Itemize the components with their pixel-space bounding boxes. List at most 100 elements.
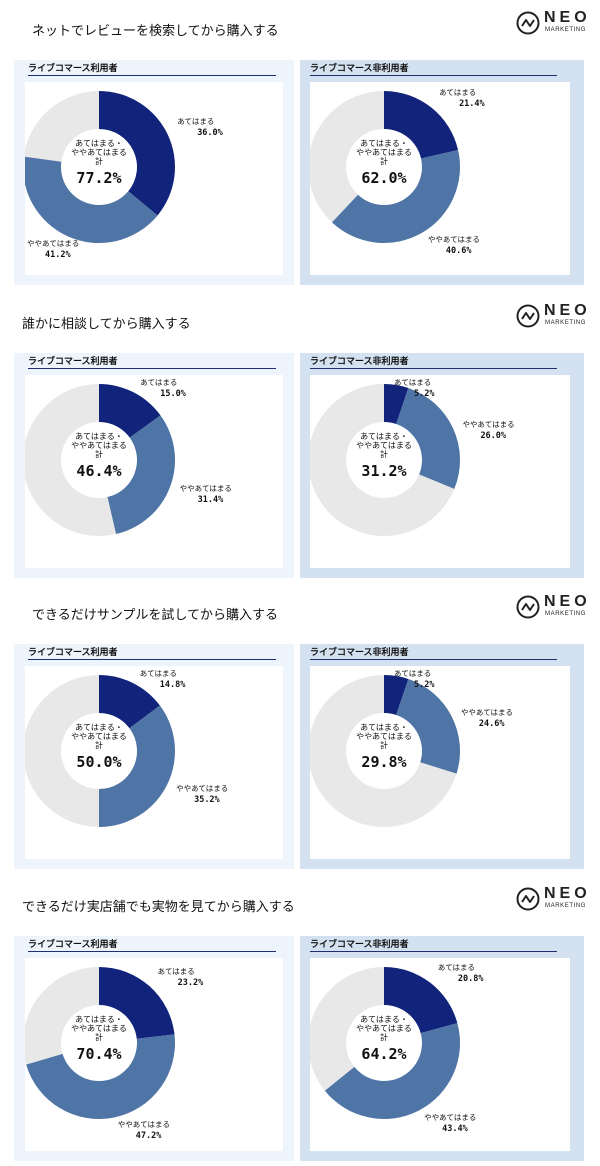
donut-slice-somewhat-agree	[396, 679, 461, 774]
donut-chart	[25, 675, 176, 827]
panel-divider	[28, 75, 276, 76]
donut-slice-other	[25, 675, 99, 827]
label-agree: あてはまる	[439, 87, 477, 97]
donut-center-caption: あてはまる・ ややあてはまる計	[339, 1015, 429, 1042]
panel-label: ライブコマース利用者	[28, 64, 118, 74]
value-somewhat-agree: 47.2%	[135, 1131, 162, 1142]
label-agree: あてはまる	[437, 962, 476, 972]
donut-chart	[25, 384, 175, 536]
donut-slice-somewhat-agree	[324, 1023, 460, 1119]
value-somewhat-agree: 40.6%	[445, 245, 472, 256]
logo-mark-icon	[516, 887, 540, 911]
value-agree: 5.2%	[414, 389, 435, 399]
center-caption-line: 計	[380, 450, 388, 459]
label-somewhat-agree: ややあてはまる	[117, 1120, 170, 1130]
logo-subtext: MARKETING	[545, 27, 587, 33]
value-agree: 20.8%	[457, 973, 484, 984]
label-somewhat-agree: ややあてはまる	[427, 234, 481, 244]
donut-center-caption: あてはまる・ ややあてはまる計	[339, 432, 429, 459]
center-caption-line: あてはまる・	[75, 1015, 123, 1024]
label-agree: あてはまる	[140, 378, 178, 387]
donut-slice-other	[310, 384, 455, 536]
panel-live-commerce-users: ライブコマース利用者 あてはまる・ ややあてはまる計 50.0% あてはまる 14.8% や…	[14, 644, 294, 869]
section-title: できるだけ実店舗でも実物を見てから購入する	[22, 900, 295, 915]
center-caption-line: あてはまる・	[75, 723, 123, 732]
center-caption-line: ややあてはまる	[71, 441, 127, 450]
donut-slice-somewhat-agree	[26, 1034, 175, 1119]
label-agree: あてはまる	[394, 669, 432, 678]
donut-center-caption: あてはまる・ ややあてはまる計	[339, 723, 429, 750]
chart-section: ネットでレビューを検索してから購入する NEO MARKETING ライブコマース利用…	[0, 0, 600, 290]
value-agree: 21.4%	[459, 98, 485, 109]
center-caption-line: あてはまる・	[75, 139, 123, 148]
value-agree: 15.0%	[160, 389, 186, 399]
donut-slice-agree	[99, 967, 175, 1039]
panel-live-commerce-non-users: ライブコマース非利用者 あてはまる・ ややあてはまる計 62.0% あてはまる 21.4%…	[300, 60, 584, 285]
center-caption-line: ややあてはまる	[356, 148, 412, 157]
center-caption-line: 計	[380, 157, 388, 166]
donut-center-total: 50.0%	[76, 753, 122, 771]
chart-area: あてはまる・ ややあてはまる計 50.0% あてはまる 14.8% ややあてはまる 35.2…	[25, 666, 283, 859]
logo-wordmark: NEO	[544, 593, 591, 610]
center-caption-line: 計	[380, 1033, 388, 1042]
center-caption-line: ややあてはまる	[71, 148, 127, 157]
panel-label: ライブコマース利用者	[28, 940, 118, 950]
chart-section: できるだけ実店舗でも実物を見てから購入する NEO MARKETING ライブコマース…	[0, 876, 600, 1166]
center-caption-line: あてはまる・	[360, 723, 408, 732]
donut-slice-other	[25, 384, 117, 536]
section-title: できるだけサンプルを試してから購入する	[32, 608, 278, 623]
center-caption-line: 計	[95, 1033, 103, 1042]
center-caption-line: あてはまる・	[360, 432, 408, 441]
value-somewhat-agree: 41.2%	[45, 249, 71, 260]
chart-section: 誰かに相談してから購入する NEO MARKETING ライブコマース利用者 あてはまる…	[0, 293, 600, 583]
label-agree: あてはまる	[139, 669, 177, 678]
donut-slice-agree	[384, 384, 409, 425]
center-caption-line: 計	[95, 157, 103, 166]
donut-chart	[25, 967, 175, 1119]
center-caption-line: ややあてはまる	[71, 1024, 127, 1033]
donut-slice-agree	[99, 384, 161, 438]
donut-center-total: 64.2%	[361, 1045, 407, 1063]
center-caption-line: 計	[95, 450, 103, 459]
center-caption-line: ややあてはまる	[356, 1024, 412, 1033]
donut-center-total: 29.8%	[361, 753, 407, 771]
neo-marketing-logo: NEO MARKETING	[516, 9, 600, 36]
panel-label: ライブコマース非利用者	[310, 648, 409, 658]
donut-slice-agree	[384, 91, 459, 159]
donut-chart	[25, 91, 175, 243]
donut-center-total: 31.2%	[361, 462, 407, 480]
center-caption-line: 計	[95, 741, 103, 750]
label-agree: あてはまる	[157, 966, 195, 976]
chart-area: あてはまる・ ややあてはまる計 46.4% あてはまる 15.0% ややあてはまる 31.4…	[25, 375, 283, 568]
donut-slice-other	[310, 91, 384, 223]
donut-center-total: 70.4%	[76, 1045, 122, 1063]
panel-live-commerce-users: ライブコマース利用者 あてはまる・ ややあてはまる計 46.4% あてはまる 15.0% や…	[14, 353, 294, 578]
chart-area: あてはまる・ ややあてはまる計 77.2% あてはまる 36.0% ややあてはまる 41.2…	[25, 82, 283, 275]
donut-center-total: 77.2%	[76, 169, 122, 187]
panel-divider	[310, 659, 557, 660]
panel-divider	[310, 75, 557, 76]
panel-divider	[310, 368, 557, 369]
logo-subtext: MARKETING	[545, 903, 587, 909]
donut-chart	[310, 384, 461, 536]
center-caption-line: あてはまる・	[360, 139, 408, 148]
center-caption-line: ややあてはまる	[356, 441, 412, 450]
logo-mark-icon	[516, 11, 540, 35]
panel-divider	[28, 951, 276, 952]
panel-live-commerce-users: ライブコマース利用者 あてはまる・ ややあてはまる計 70.4% あてはまる 23.2% や…	[14, 936, 294, 1161]
logo-wordmark: NEO	[544, 302, 591, 319]
donut-slice-somewhat-agree	[396, 388, 461, 489]
value-agree: 5.2%	[414, 680, 435, 690]
donut-center-caption: あてはまる・ ややあてはまる計	[54, 1015, 144, 1042]
value-agree: 36.0%	[197, 128, 223, 139]
label-somewhat-agree: ややあてはまる	[460, 707, 514, 717]
panel-divider	[28, 659, 276, 660]
donut-center-caption: あてはまる・ ややあてはまる計	[54, 723, 144, 750]
value-agree: 23.2%	[177, 977, 204, 988]
label-somewhat-agree: ややあてはまる	[179, 484, 232, 494]
section-title: ネットでレビューを検索してから購入する	[32, 24, 279, 39]
center-caption-line: ややあてはまる	[71, 732, 127, 741]
neo-marketing-logo: NEO MARKETING	[516, 885, 600, 912]
donut-slice-other	[310, 967, 384, 1091]
donut-slice-other	[310, 675, 457, 827]
